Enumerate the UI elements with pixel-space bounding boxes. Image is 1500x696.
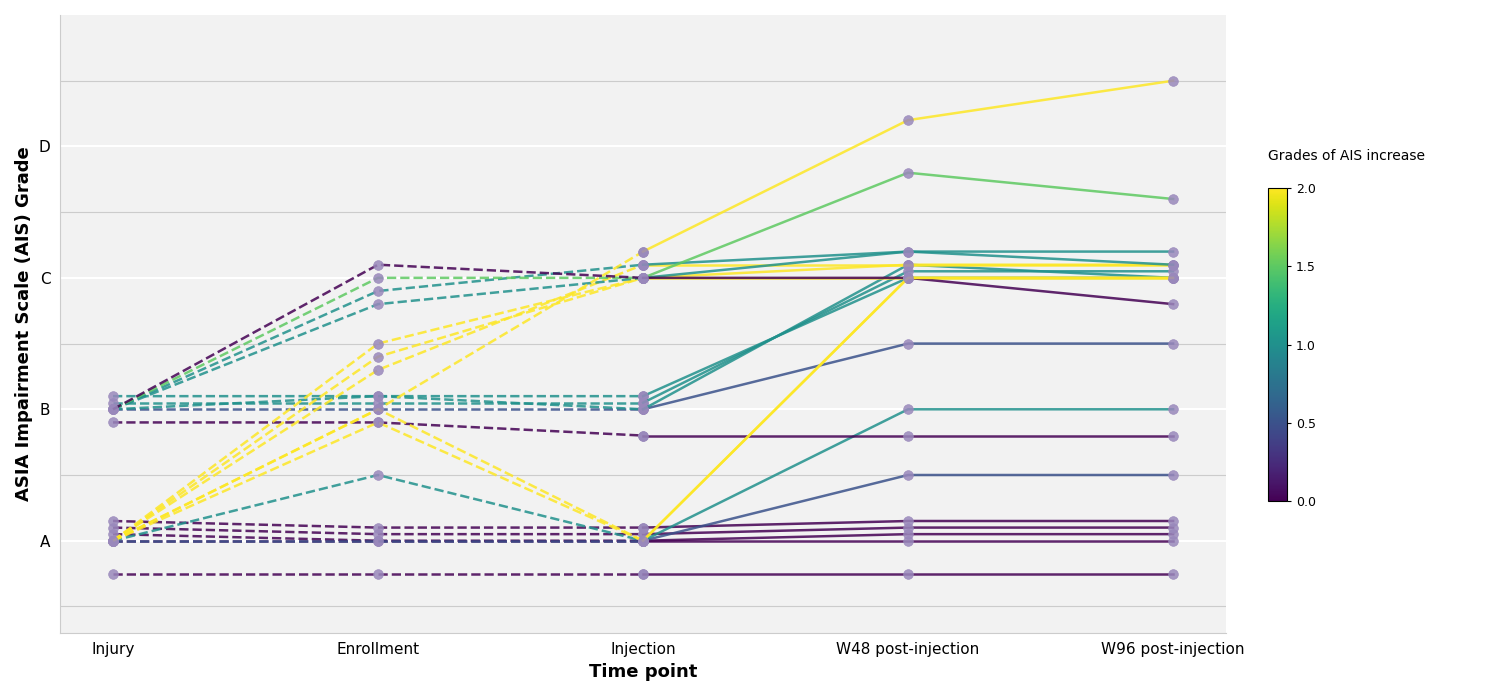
- X-axis label: Time point: Time point: [590, 663, 698, 681]
- Text: Grades of AIS increase: Grades of AIS increase: [1268, 149, 1425, 163]
- Y-axis label: ASIA Impairment Scale (AIS) Grade: ASIA Impairment Scale (AIS) Grade: [15, 146, 33, 501]
